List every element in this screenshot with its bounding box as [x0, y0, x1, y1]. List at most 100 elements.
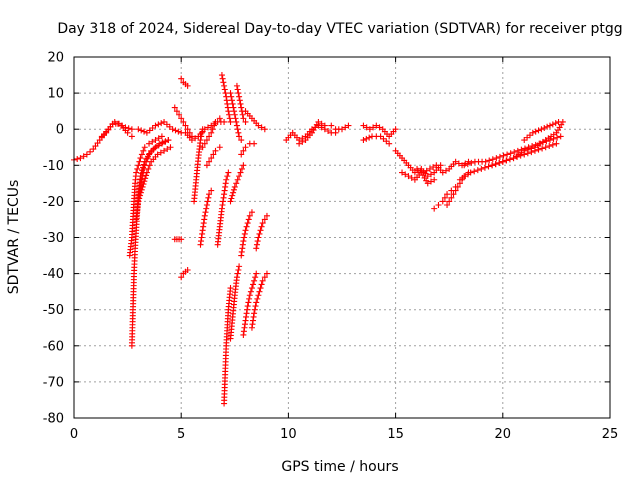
series-arc-42	[489, 140, 560, 169]
x-tick-label: 15	[387, 427, 404, 442]
data-point	[525, 144, 532, 151]
data-point	[514, 147, 521, 154]
data-point	[538, 126, 545, 133]
data-point	[514, 153, 521, 160]
data-point	[321, 122, 328, 129]
data-point	[212, 147, 219, 154]
data-point	[517, 152, 524, 159]
data-point	[248, 209, 255, 216]
data-point	[202, 209, 209, 216]
data-point	[373, 122, 380, 129]
data-point	[444, 191, 451, 198]
data-point	[90, 146, 97, 153]
data-point	[92, 143, 99, 150]
data-point	[510, 155, 517, 162]
series-arc-01	[71, 120, 135, 163]
data-point	[220, 79, 227, 86]
data-point	[261, 274, 268, 281]
data-point	[261, 216, 268, 223]
x-tick-label: 25	[602, 427, 619, 442]
data-point	[223, 176, 230, 183]
data-point	[446, 198, 453, 205]
y-axis-label: SDTVAR / TECUs	[6, 180, 22, 295]
data-point	[178, 115, 185, 122]
data-point	[173, 108, 180, 115]
data-point	[250, 281, 257, 288]
series-arc-13	[191, 126, 206, 205]
data-point	[221, 118, 228, 125]
series-arc-26	[240, 270, 260, 338]
data-point	[164, 146, 171, 153]
data-point	[259, 277, 266, 284]
data-point	[229, 100, 236, 107]
data-point	[251, 140, 258, 147]
data-point	[182, 122, 189, 129]
data-point	[544, 123, 551, 130]
chart-title: Day 318 of 2024, Sidereal Day-to-day VTE…	[57, 21, 622, 37]
y-tick-label: -70	[43, 375, 64, 390]
data-point	[236, 263, 243, 270]
data-point	[140, 181, 147, 188]
data-point	[222, 90, 229, 97]
data-point	[227, 198, 234, 205]
data-point	[135, 198, 142, 205]
data-point	[184, 266, 191, 273]
data-point	[255, 292, 262, 299]
data-point	[431, 205, 438, 212]
data-point	[219, 75, 226, 82]
data-point	[461, 162, 468, 169]
data-point	[77, 155, 84, 162]
data-point	[143, 169, 150, 176]
data-point	[201, 212, 208, 219]
data-point	[236, 93, 243, 100]
data-point	[83, 151, 90, 158]
data-point	[158, 133, 165, 140]
data-point	[152, 144, 159, 151]
data-point	[241, 234, 248, 241]
data-point	[496, 153, 503, 160]
data-point	[237, 100, 244, 107]
x-tick-label: 0	[70, 427, 78, 442]
data-point	[233, 82, 240, 89]
data-point	[450, 191, 457, 198]
data-point	[162, 138, 169, 145]
data-points	[71, 72, 566, 407]
data-point	[230, 104, 237, 111]
series-arc-27	[248, 270, 270, 331]
data-point	[426, 165, 433, 172]
y-tick-label: -50	[43, 303, 64, 318]
y-tick-label: 0	[56, 123, 64, 138]
data-point	[146, 140, 153, 147]
data-point	[259, 220, 266, 227]
data-point	[205, 194, 212, 201]
data-point	[228, 97, 235, 104]
data-point	[529, 129, 536, 136]
data-point	[137, 192, 144, 199]
series-arc-28	[253, 212, 270, 252]
data-point	[253, 270, 260, 277]
data-point	[172, 127, 179, 134]
data-point	[80, 153, 87, 160]
data-point	[135, 162, 142, 169]
data-point	[246, 295, 253, 302]
data-point	[184, 126, 191, 133]
series-arc-34	[360, 133, 393, 147]
data-point	[235, 129, 242, 136]
data-point	[161, 147, 168, 154]
data-point	[231, 111, 238, 118]
data-point	[152, 122, 159, 129]
x-tick-label: 10	[280, 427, 297, 442]
data-point	[252, 274, 259, 281]
data-point	[244, 303, 251, 310]
data-point	[178, 274, 185, 281]
data-point	[208, 129, 215, 136]
data-point	[178, 236, 185, 243]
data-point	[257, 285, 264, 292]
data-point	[299, 138, 306, 145]
data-point	[234, 176, 241, 183]
data-point	[135, 126, 142, 133]
data-point	[137, 189, 144, 196]
data-point	[296, 140, 303, 147]
data-point	[238, 165, 245, 172]
series-arc-39	[444, 169, 472, 209]
